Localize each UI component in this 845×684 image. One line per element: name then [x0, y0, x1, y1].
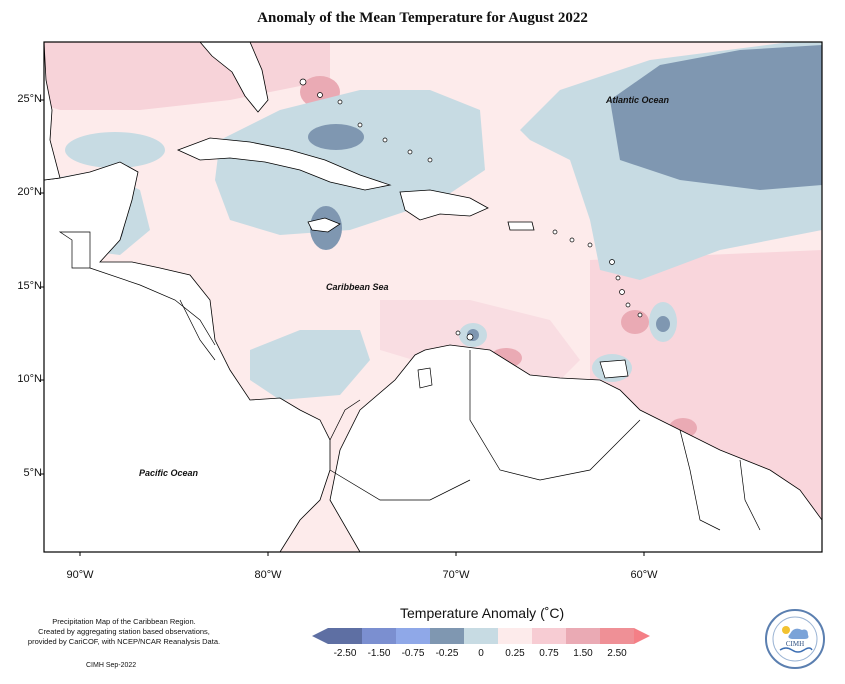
- legend-swatch: [362, 628, 396, 644]
- legend-swatch: [328, 628, 362, 644]
- credit-date: CIMH Sep-2022: [86, 662, 137, 669]
- cloud-icon: [788, 628, 809, 639]
- lon-tick-80w: 80°W: [254, 569, 282, 581]
- puerto-rico: [507, 221, 535, 231]
- lat-tick-5n: 5°N: [23, 467, 42, 479]
- legend-tick-label: 1.50: [573, 648, 593, 659]
- logo-text: CIMH: [786, 640, 804, 648]
- cool-anomaly-barbados-core: [656, 316, 670, 332]
- map-title: Anomaly of the Mean Temperature for Augu…: [257, 10, 588, 26]
- legend-tick-label: -0.25: [435, 648, 459, 659]
- credit-line-1: Precipitation Map of the Caribbean Regio…: [52, 617, 196, 626]
- legend-swatch: [396, 628, 430, 644]
- cuba: [176, 137, 392, 191]
- cool-anomaly-gulf: [65, 132, 165, 168]
- sun-icon: [782, 626, 790, 634]
- legend-swatch: [498, 628, 532, 644]
- mexico-gulf-coast: [44, 42, 61, 181]
- legend-swatch: [566, 628, 600, 644]
- cool-anomaly-southwest: [250, 330, 370, 400]
- label-atlantic-ocean: Atlantic Ocean: [606, 95, 670, 105]
- credit-line-3: provided by CariCOF, with NCEP/NCAR Rean…: [27, 637, 221, 646]
- legend-title: Temperature Anomaly (˚C): [400, 605, 565, 621]
- legend-colorbar: [312, 628, 650, 644]
- map-border: [43, 41, 823, 553]
- cimh-logo: CIMH: [765, 609, 825, 669]
- credit-text: Precipitation Map of the Caribbean Regio…: [14, 617, 234, 647]
- central-america: [44, 161, 331, 552]
- landmasses: [44, 42, 822, 552]
- legend-tick-label: -2.50: [333, 648, 357, 659]
- legend-swatch: [430, 628, 464, 644]
- florida: [199, 42, 269, 113]
- hispaniola: [399, 189, 489, 221]
- legend-tick-label: 2.50: [607, 648, 627, 659]
- tick-marks: [40, 99, 645, 556]
- legend-swatch: [600, 628, 634, 644]
- legend-tick-label: 0.25: [505, 648, 525, 659]
- credit-line-2: Created by aggregating station based obs…: [38, 627, 210, 636]
- jamaica: [307, 217, 341, 233]
- legend-tick-label: -1.50: [367, 648, 391, 659]
- legend-arrow-left: [312, 628, 328, 644]
- lon-tick-60w: 60°W: [630, 569, 658, 581]
- south-america: [329, 344, 822, 552]
- legend-swatch: [532, 628, 566, 644]
- borders: [58, 231, 761, 531]
- legend-tick-label: -0.75: [401, 648, 425, 659]
- wave-icon: [779, 647, 813, 653]
- lon-tick-90w: 90°W: [66, 569, 94, 581]
- lat-tick-20n: 20°N: [17, 186, 42, 198]
- small-islands: [299, 78, 643, 389]
- lat-tick-10n: 10°N: [17, 373, 42, 385]
- lon-tick-70w: 70°W: [442, 569, 470, 581]
- label-caribbean-sea: Caribbean Sea: [326, 282, 389, 292]
- warm-anomaly-grenada: [621, 310, 649, 334]
- lat-tick-15n: 15°N: [17, 280, 42, 292]
- label-pacific-ocean: Pacific Ocean: [139, 468, 199, 478]
- legend-arrow-right: [634, 628, 650, 644]
- cool-anomaly-cuba-core: [308, 124, 364, 150]
- legend-tick-label: 0.75: [539, 648, 559, 659]
- cool-anomaly-atlantic-core: [610, 45, 822, 190]
- legend-swatch: [464, 628, 498, 644]
- lat-tick-25n: 25°N: [17, 93, 42, 105]
- legend-tick-label: 0: [478, 648, 484, 659]
